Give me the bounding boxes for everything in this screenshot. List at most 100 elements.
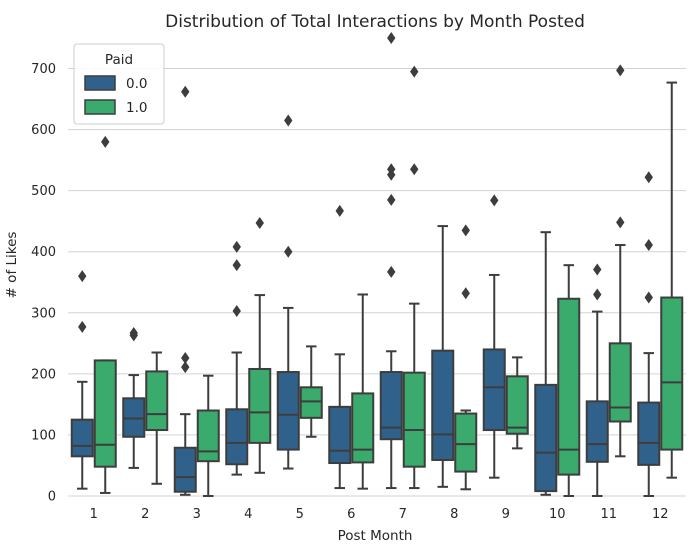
x-tick-label: 5: [296, 507, 304, 522]
outlier-point: [78, 320, 87, 333]
outlier-point: [101, 135, 110, 148]
box-month-2-series-0.0: [122, 326, 146, 469]
x-axis-label: Post Month: [338, 528, 413, 544]
outlier-point: [255, 217, 264, 230]
iqr-box: [505, 375, 529, 435]
box-month-8-series-1.0: [454, 224, 478, 491]
outlier-point: [387, 265, 396, 278]
box-month-7-series-0.0: [379, 32, 403, 490]
box-month-7-series-1.0: [402, 65, 426, 490]
iqr-box: [402, 371, 426, 468]
outlier-point: [461, 224, 470, 237]
outlier-point: [232, 259, 241, 272]
outlier-point: [644, 171, 653, 184]
box-month-10-series-1.0: [557, 264, 581, 497]
box-month-5-series-0.0: [276, 114, 300, 470]
box-month-6-series-0.0: [328, 204, 352, 490]
iqr-box: [145, 370, 169, 432]
y-tick-label: 700: [31, 62, 56, 77]
outlier-point: [490, 194, 499, 207]
iqr-box: [196, 409, 220, 463]
legend-title: Paid: [105, 52, 133, 68]
y-tick-label: 100: [31, 428, 56, 443]
iqr-box: [93, 359, 117, 468]
plot-area: [70, 32, 684, 497]
box-month-9-series-1.0: [505, 356, 529, 450]
box-month-1-series-1.0: [93, 135, 117, 494]
iqr-box: [585, 400, 609, 463]
iqr-box: [248, 367, 272, 444]
iqr-box: [557, 297, 581, 476]
y-tick-label: 200: [31, 367, 56, 382]
y-gridlines: [68, 68, 686, 497]
outlier-point: [335, 204, 344, 217]
box-month-11-series-1.0: [608, 64, 632, 458]
x-tick-label: 7: [399, 507, 407, 522]
x-tick-label: 11: [600, 507, 617, 522]
x-tick-label: 2: [141, 507, 149, 522]
outlier-point: [410, 65, 419, 78]
iqr-box: [454, 412, 478, 473]
y-axis-ticks: 0 100 200 300 400 500 600 700: [31, 62, 56, 504]
legend-entry-label: 0.0: [126, 76, 147, 92]
x-tick-label: 8: [450, 507, 458, 522]
iqr-box: [276, 371, 300, 451]
outlier-point: [644, 239, 653, 252]
box-month-2-series-1.0: [145, 351, 169, 485]
box-month-12-series-1.0: [660, 81, 684, 479]
iqr-box: [225, 408, 249, 466]
outlier-point: [387, 163, 396, 176]
iqr-box: [660, 296, 684, 451]
iqr-box: [608, 342, 632, 423]
y-tick-label: 500: [31, 184, 56, 199]
outlier-point: [387, 32, 396, 44]
iqr-box: [431, 349, 455, 461]
legend-swatch: [84, 75, 116, 91]
box-month-6-series-1.0: [351, 293, 375, 490]
iqr-box: [534, 383, 558, 493]
outlier-point: [616, 216, 625, 229]
outlier-point: [593, 288, 602, 301]
outlier-point: [410, 163, 419, 176]
outlier-point: [616, 64, 625, 77]
box-month-8-series-0.0: [431, 225, 455, 488]
y-tick-label: 400: [31, 245, 56, 260]
box-month-4-series-1.0: [248, 217, 272, 474]
x-tick-label: 6: [347, 507, 355, 522]
box-month-11-series-0.0: [585, 263, 609, 497]
chart-title: Distribution of Total Interactions by Mo…: [165, 12, 585, 32]
x-tick-label: 3: [193, 507, 201, 522]
x-tick-label: 10: [549, 507, 566, 522]
outlier-point: [78, 270, 87, 283]
iqr-box: [173, 446, 197, 493]
outlier-point: [232, 240, 241, 253]
outlier-point: [461, 287, 470, 300]
outlier-point: [181, 361, 190, 374]
box-month-12-series-0.0: [637, 171, 661, 497]
iqr-box: [379, 371, 403, 441]
x-tick-label: 9: [502, 507, 510, 522]
box-month-9-series-0.0: [482, 194, 506, 479]
outlier-point: [387, 193, 396, 206]
iqr-box: [328, 405, 352, 465]
outlier-point: [181, 85, 190, 98]
outlier-point: [644, 291, 653, 304]
iqr-box: [70, 418, 94, 458]
legend-swatch: [84, 99, 116, 115]
x-axis-ticks: 1 2 3 4 5 6 7 8 9 10 11 12: [90, 507, 669, 522]
box-month-1-series-0.0: [70, 270, 94, 490]
x-tick-label: 12: [652, 507, 669, 522]
outlier-point: [129, 326, 138, 339]
y-tick-label: 300: [31, 306, 56, 321]
legend-entry-label: 1.0: [126, 100, 147, 116]
x-tick-label: 4: [244, 507, 252, 522]
y-tick-label: 0: [48, 490, 56, 505]
y-tick-label: 600: [31, 123, 56, 138]
iqr-box: [637, 401, 661, 466]
box-month-5-series-1.0: [299, 345, 323, 438]
iqr-box: [299, 386, 323, 419]
iqr-box: [482, 348, 506, 432]
box-month-4-series-0.0: [225, 240, 249, 476]
box-month-3-series-0.0: [173, 85, 197, 496]
